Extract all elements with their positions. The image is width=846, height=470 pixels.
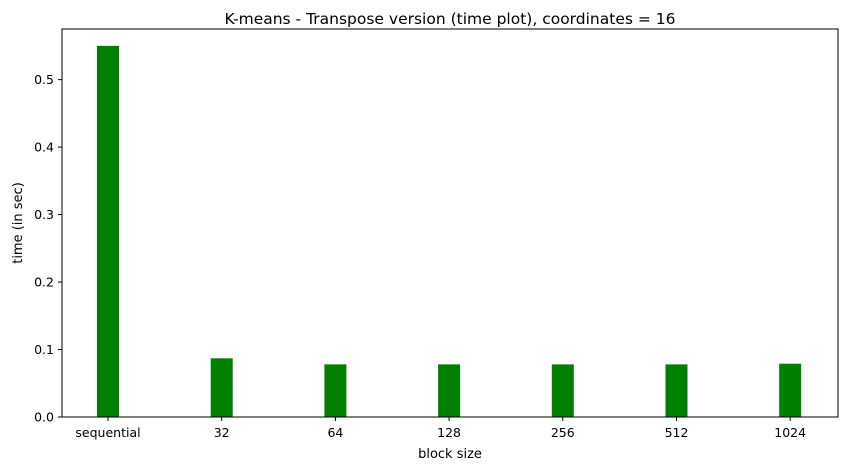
- x-tick-label: sequential: [75, 425, 140, 440]
- bar-sequential: [97, 45, 119, 417]
- x-tick-label: 1024: [774, 425, 806, 440]
- y-tick-label: 0.4: [34, 140, 54, 155]
- x-tick-label: 64: [327, 425, 343, 440]
- bar-1024: [779, 363, 802, 417]
- x-axis-label: block size: [418, 447, 482, 462]
- bar-256: [551, 364, 574, 417]
- bars-group: [97, 45, 802, 417]
- x-axis-ticks: sequential 32 64 128 256 512 1024: [75, 417, 806, 440]
- x-tick-label: 256: [551, 425, 575, 440]
- y-tick-label: 0.5: [34, 72, 54, 87]
- y-tick-label: 0.2: [34, 275, 54, 290]
- y-tick-label: 0.0: [34, 410, 54, 425]
- bar-32: [210, 358, 233, 417]
- x-tick-label: 128: [437, 425, 461, 440]
- y-axis-label: time (in sec): [11, 182, 26, 264]
- bar-512: [665, 364, 688, 417]
- plot-frame: [61, 28, 839, 418]
- y-tick-label: 0.1: [34, 342, 54, 357]
- y-tick-label: 0.3: [34, 207, 54, 222]
- x-tick-label: 32: [214, 425, 230, 440]
- chart-title: K-means - Transpose version (time plot),…: [224, 10, 675, 28]
- bar-64: [324, 364, 347, 417]
- bar-128: [438, 364, 461, 417]
- y-axis-ticks: 0.0 0.1 0.2 0.3 0.4 0.5: [34, 72, 62, 425]
- x-tick-label: 512: [665, 425, 689, 440]
